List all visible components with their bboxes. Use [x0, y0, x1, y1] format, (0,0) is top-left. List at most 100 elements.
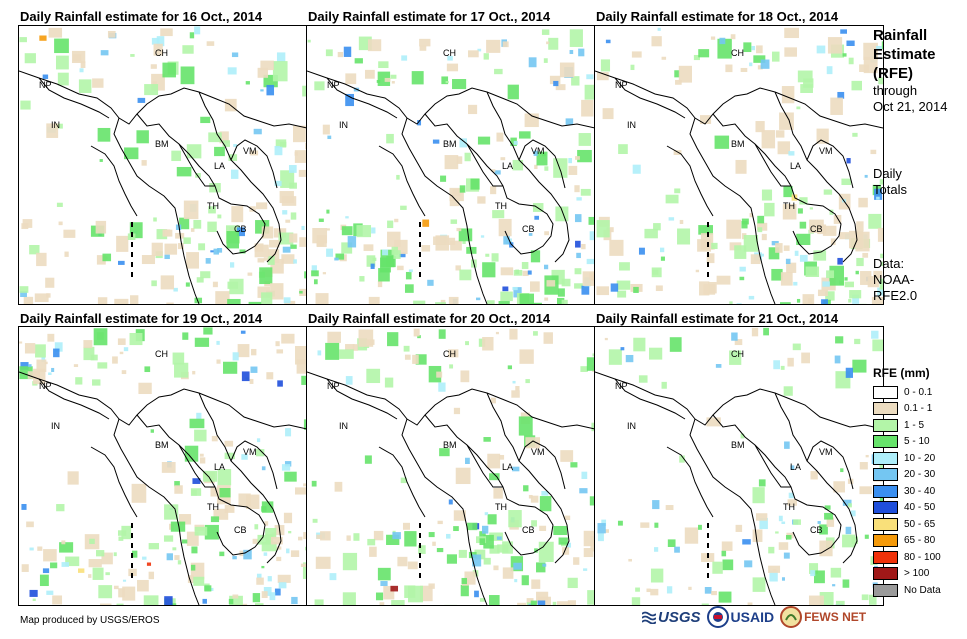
- rain-cell: [483, 557, 491, 565]
- rain-cell: [567, 600, 576, 605]
- rain-cell: [189, 32, 195, 39]
- rain-cell: [852, 132, 858, 137]
- map-canvas: CH NP IN BM LA VM TH CB: [307, 29, 595, 304]
- rain-cell: [64, 251, 69, 257]
- rain-cell: [174, 485, 183, 494]
- rain-cell: [185, 282, 190, 287]
- rain-cell: [487, 514, 497, 525]
- rain-cell: [465, 341, 469, 346]
- rain-cell: [397, 265, 404, 271]
- rain-cell: [783, 245, 790, 251]
- country-label: CH: [443, 48, 456, 58]
- rain-cell: [630, 64, 635, 71]
- rain-cell: [432, 541, 436, 546]
- rain-cell: [383, 586, 395, 600]
- rain-cell: [842, 499, 852, 506]
- rain-cell: [334, 257, 339, 261]
- rain-cell: [519, 349, 534, 364]
- rain-cell: [809, 563, 819, 574]
- rain-cell: [377, 567, 391, 581]
- rain-cell: [577, 149, 592, 163]
- rain-cell: [730, 34, 736, 40]
- rain-cell: [722, 559, 734, 571]
- rain-cell: [164, 229, 171, 237]
- island-mark: [131, 242, 133, 247]
- country-border: [19, 371, 307, 430]
- rain-cell: [835, 336, 844, 344]
- rain-cell: [191, 546, 198, 554]
- country-border: [806, 139, 854, 189]
- country-label: VM: [819, 447, 833, 457]
- rain-cell: [440, 175, 447, 182]
- rain-cell: [56, 202, 63, 207]
- rain-cell: [778, 542, 789, 550]
- rain-cell: [303, 532, 307, 540]
- rain-cell: [90, 354, 98, 361]
- rain-cell: [479, 531, 486, 540]
- rain-cell: [752, 529, 763, 542]
- rain-cell: [845, 526, 852, 535]
- rain-cell: [796, 106, 801, 110]
- rain-cell: [518, 416, 533, 436]
- rain-cell: [474, 549, 486, 560]
- rain-cell: [261, 591, 268, 598]
- rain-cell: [213, 248, 220, 255]
- rain-cell: [497, 544, 509, 553]
- rain-cell: [263, 552, 268, 556]
- legend-label: 20 - 30: [904, 469, 936, 481]
- rain-cell: [750, 254, 761, 265]
- rain-cell: [257, 258, 265, 263]
- rain-cell: [311, 480, 317, 487]
- rain-cell: [222, 140, 230, 147]
- rain-cell: [477, 48, 482, 52]
- island-mark: [707, 533, 709, 538]
- rain-cell: [256, 573, 262, 579]
- legend-label: 5 - 10: [904, 436, 930, 448]
- side-date: Oct 21, 2014: [873, 99, 948, 114]
- rain-cell: [581, 99, 594, 117]
- rain-cell: [440, 299, 446, 304]
- rain-cell: [261, 226, 274, 239]
- island-mark: [707, 573, 709, 578]
- usgs-logo-text: USGS: [658, 608, 701, 626]
- logos: USGS USAID FEWS NET: [642, 606, 866, 628]
- rain-cell: [539, 496, 552, 512]
- rain-cell: [587, 590, 595, 605]
- rain-cell: [744, 560, 753, 568]
- legend-swatch: [873, 402, 898, 416]
- rain-cell: [616, 280, 631, 290]
- country-border: [113, 418, 200, 605]
- rain-cell: [194, 337, 210, 347]
- rain-cell: [816, 128, 829, 144]
- rain-cell: [39, 35, 47, 41]
- rain-cell: [239, 249, 246, 254]
- rain-cell: [252, 593, 261, 603]
- rain-cell: [544, 166, 549, 171]
- rain-cell: [756, 222, 768, 231]
- rain-cell: [739, 266, 746, 272]
- rain-cell: [419, 45, 427, 51]
- rain-cell: [752, 487, 765, 504]
- country-label: CB: [522, 224, 535, 234]
- rain-cell: [187, 575, 194, 583]
- island-mark: [419, 272, 421, 277]
- rain-cell: [706, 417, 721, 427]
- rain-cell: [289, 182, 297, 189]
- rain-cell: [581, 471, 588, 480]
- rain-cell: [142, 556, 147, 560]
- rain-cell: [523, 485, 529, 492]
- rain-cell: [489, 545, 500, 554]
- rain-cell: [561, 278, 571, 287]
- rain-cell: [231, 52, 239, 58]
- rain-cell: [194, 297, 203, 304]
- rain-cell: [256, 438, 261, 443]
- rain-cell: [176, 166, 192, 177]
- country-border: [401, 117, 488, 304]
- rain-cell: [482, 336, 494, 351]
- rain-cell: [285, 428, 292, 437]
- country-label: CB: [234, 525, 247, 535]
- rain-cell: [819, 540, 833, 557]
- rain-cell: [148, 543, 160, 550]
- legend-swatch: [873, 418, 898, 432]
- rain-cell: [816, 45, 826, 54]
